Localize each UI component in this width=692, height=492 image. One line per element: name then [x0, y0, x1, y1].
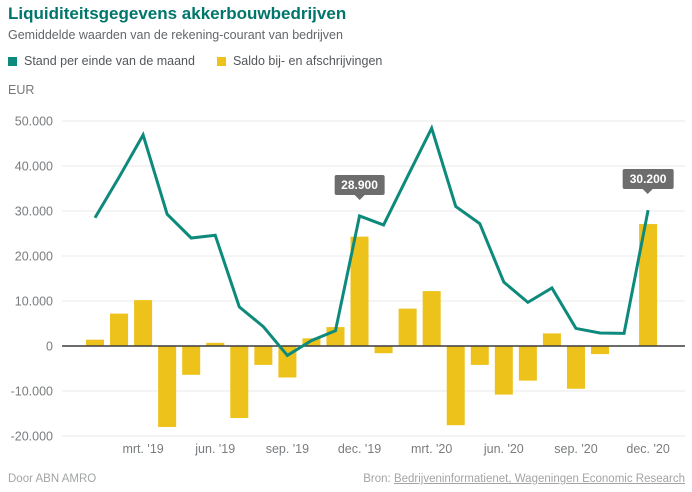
value-callout: 28.900: [334, 174, 385, 200]
bar-jul. '20: [518, 346, 537, 381]
bar-mei '20: [470, 346, 489, 365]
value-callout: 30.200: [622, 169, 674, 195]
x-tick-label: dec. '20: [626, 442, 669, 456]
x-tick-label: jun. '19: [194, 442, 235, 456]
bar-jun. '20: [494, 346, 513, 395]
legend-label-stand: Stand per einde van de maand: [24, 54, 195, 68]
legend: Stand per einde van de maand Saldo bij- …: [8, 54, 382, 68]
y-axis-unit-label: EUR: [8, 83, 35, 97]
bar-mrt. '19: [134, 300, 153, 346]
x-tick-label: dec. '19: [338, 442, 381, 456]
x-tick-label: sep. '19: [266, 442, 309, 456]
x-tick-label: sep. '20: [554, 442, 597, 456]
footer-source: Bron: Bedrijveninformatienet, Wageningen…: [363, 473, 685, 485]
footer-credit: Door ABN AMRO: [8, 473, 97, 485]
y-tick-label: -20.000: [11, 430, 53, 444]
bar-jul. '19: [230, 346, 249, 418]
bar-dec. '20: [639, 224, 658, 346]
x-tick-label: mrt. '19: [122, 442, 163, 456]
line-series: [93, 124, 650, 358]
x-tick-label: mrt. '20: [411, 442, 452, 456]
y-tick-label: 0: [46, 340, 53, 354]
bar-jan. '20: [374, 346, 393, 354]
legend-item-saldo[interactable]: Saldo bij- en afschrijvingen: [216, 54, 383, 68]
y-tick-label: 30.000: [15, 205, 53, 219]
bar-jan. '19: [86, 339, 104, 346]
y-tick-label: 40.000: [15, 160, 53, 174]
y-tick-label: 50.000: [15, 115, 53, 129]
bar-dec. '19: [350, 236, 369, 346]
bar-series-swatch-icon: [216, 56, 226, 66]
source-link[interactable]: Bedrijveninformatienet, Wageningen Econo…: [393, 473, 685, 485]
bar-aug. '19: [254, 346, 273, 365]
bar-aug. '20: [542, 333, 561, 346]
bar-mrt. '20: [422, 291, 441, 346]
bar-okt. '20: [591, 346, 610, 355]
y-tick-label: 10.000: [15, 295, 53, 309]
bar-mei '19: [182, 346, 201, 375]
line-series-swatch-icon: [8, 56, 17, 66]
source-label: Bron:: [363, 473, 391, 485]
legend-label-saldo: Saldo bij- en afschrijvingen: [232, 54, 383, 68]
bar-sep. '20: [566, 346, 585, 389]
legend-item-stand[interactable]: Stand per einde van de maand: [8, 54, 195, 68]
x-tick-label: jun. '20: [483, 442, 524, 456]
page-subtitle: Gemiddelde waarden van de rekening-coura…: [8, 28, 343, 42]
bar-apr. '20: [446, 346, 465, 426]
y-tick-label: 20.000: [15, 250, 53, 264]
page-title: Liquiditeitsgegevens akkerbouwbedrijven: [8, 4, 347, 23]
bar-apr. '19: [158, 346, 177, 427]
bar-jun. '19: [206, 342, 225, 346]
y-tick-label: -10.000: [11, 385, 53, 399]
bar-feb. '19: [110, 313, 129, 346]
bar-feb. '20: [398, 308, 417, 346]
